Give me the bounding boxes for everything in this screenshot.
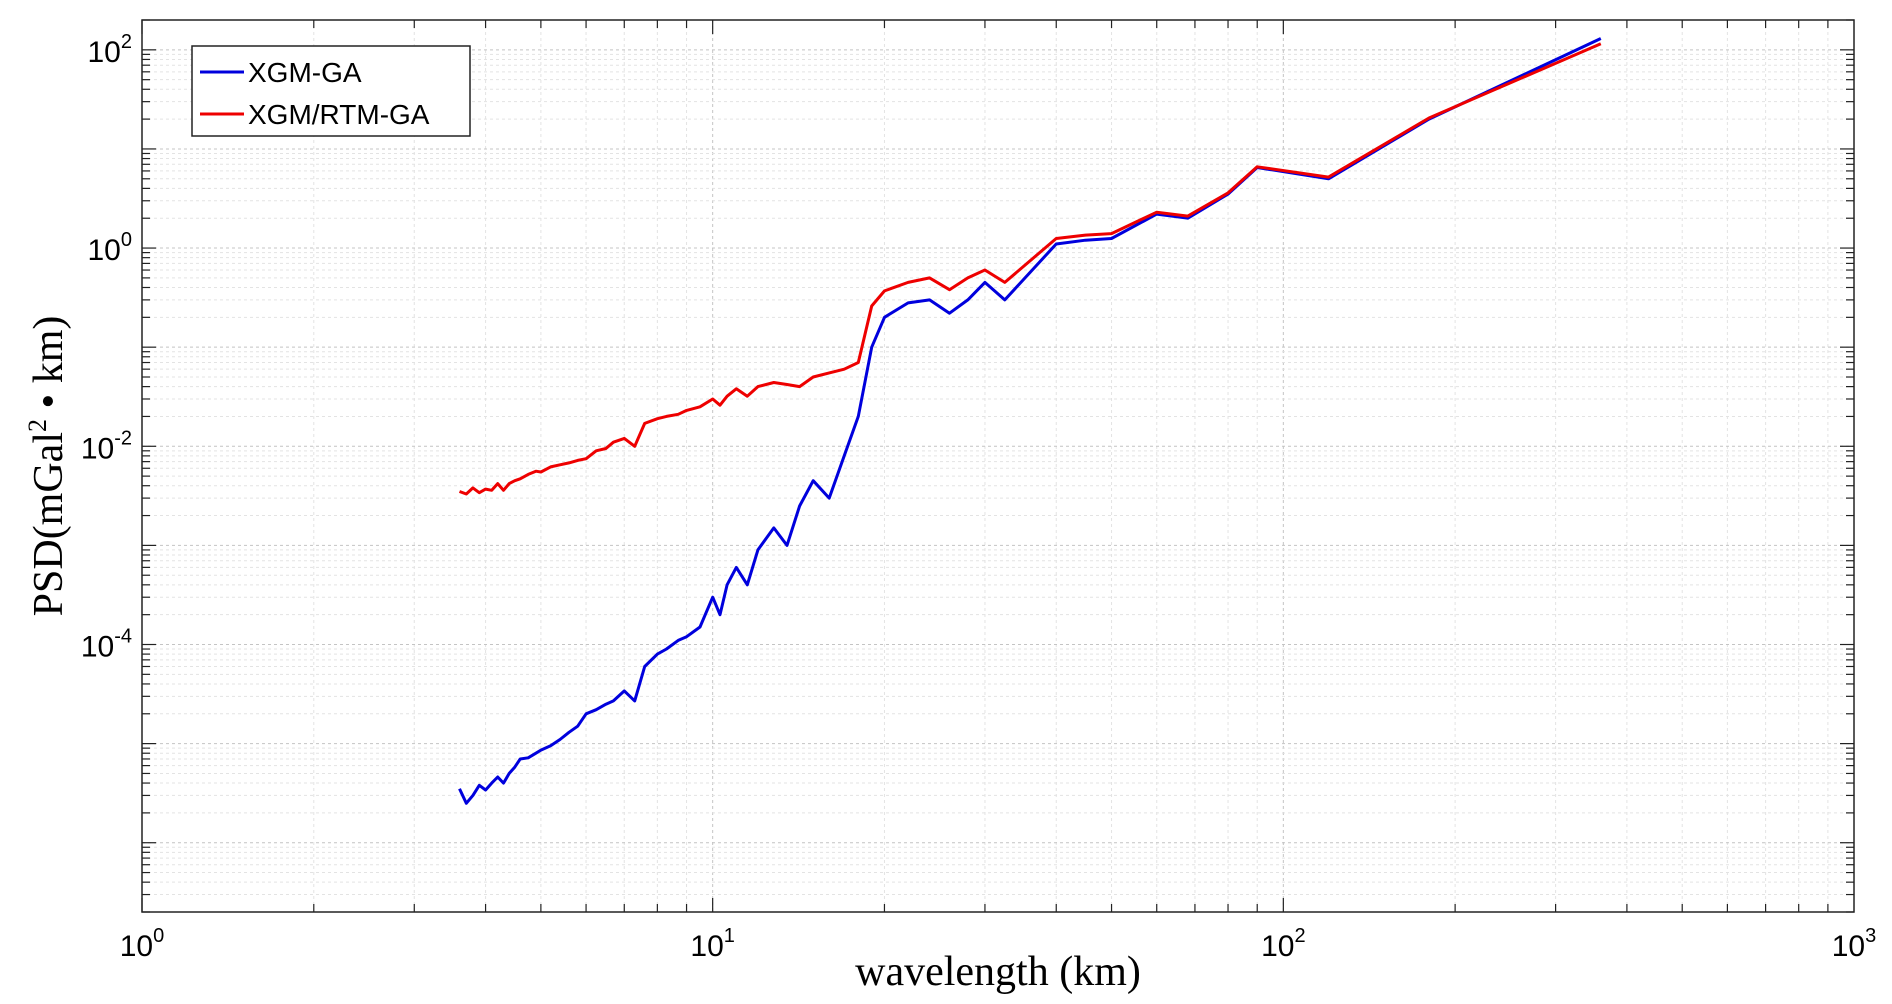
- y-axis-title-prefix: PSD(mGal: [26, 432, 72, 616]
- legend: XGM-GA XGM/RTM-GA: [191, 45, 471, 137]
- y-axis-title-suffix: • km): [26, 316, 72, 419]
- x-tick-label: 102: [1261, 925, 1306, 963]
- series-line-xgm-rtm-ga: [458, 42, 1602, 496]
- y-tick-label: 10-4: [81, 626, 132, 664]
- axis-ticks: [141, 19, 1854, 913]
- legend-box: [191, 45, 471, 137]
- grid: [141, 19, 1854, 913]
- legend-label-xgm-rtm-ga: XGM/RTM-GA: [248, 99, 430, 130]
- x-axis-title: wavelength (km): [855, 949, 1141, 995]
- series-line-xgm-ga: [458, 37, 1602, 805]
- x-tick-label: 100: [120, 925, 165, 963]
- x-tick-label: 103: [1832, 925, 1877, 963]
- y-axis-title: PSD(mGal2 • km): [23, 316, 72, 617]
- y-axis-title-superscript: 2: [23, 419, 52, 432]
- series-lines: [458, 37, 1602, 805]
- y-tick-label: 100: [88, 229, 133, 267]
- tick-labels: 100 101 102 103 10-4 10-2 100 102: [81, 31, 1876, 963]
- y-tick-label: 10-2: [81, 427, 132, 465]
- x-tick-label: 101: [690, 925, 735, 963]
- y-tick-label: 102: [88, 31, 133, 69]
- plot-area-border: [141, 19, 1855, 913]
- legend-label-xgm-ga: XGM-GA: [248, 57, 362, 88]
